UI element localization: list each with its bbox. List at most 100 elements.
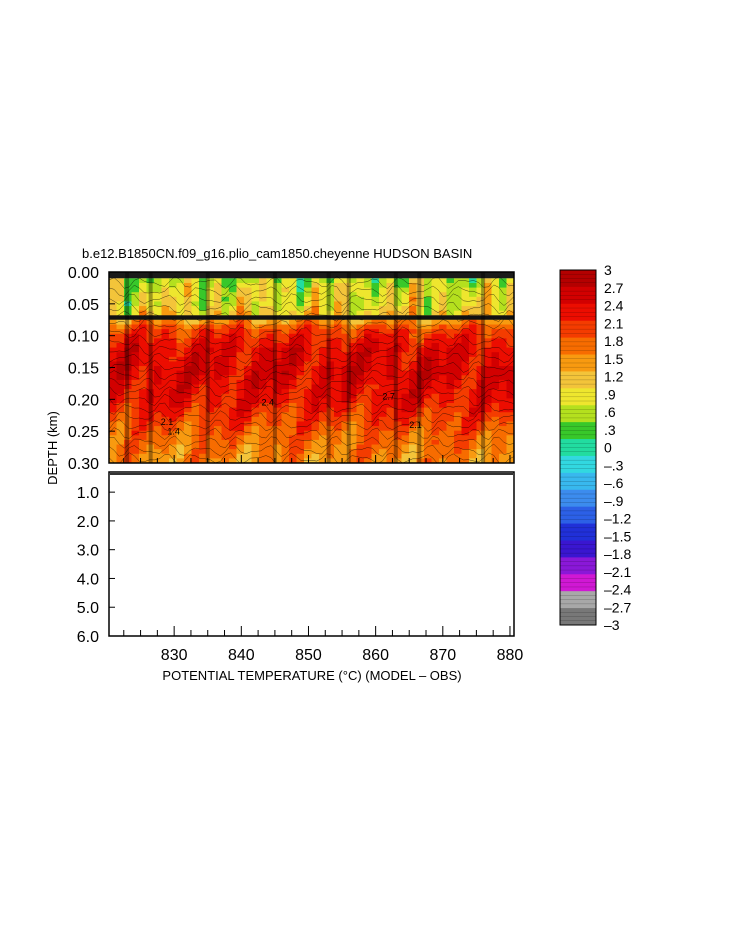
heatmap-cell (139, 292, 148, 298)
heatmap-cell (229, 384, 238, 390)
heatmap-cell (206, 356, 215, 363)
heatmap-cell (341, 329, 350, 335)
heatmap-cell (334, 449, 343, 455)
heatmap-cell (311, 347, 320, 353)
heatmap-cell (289, 310, 298, 316)
heatmap-cell (274, 375, 283, 381)
heatmap-cell (364, 398, 373, 404)
heatmap-cell (184, 426, 193, 432)
heatmap-cell (131, 296, 140, 303)
heatmap-cell (206, 393, 215, 399)
heatmap-cell (244, 384, 253, 390)
heatmap-cell (161, 310, 170, 316)
heatmap-cell (296, 412, 305, 418)
heatmap-cell (176, 361, 185, 367)
heatmap-cell (259, 426, 268, 432)
heatmap-cell (221, 356, 230, 363)
heatmap-cell (394, 402, 403, 409)
heatmap-cell (484, 287, 493, 293)
heatmap-cell (214, 375, 223, 381)
heatmap-cell (431, 329, 440, 335)
heatmap-cell (206, 319, 215, 326)
heatmap-cell (454, 421, 463, 427)
heatmap-cell (199, 292, 208, 298)
heatmap-cell (446, 338, 455, 344)
heatmap-cell (109, 439, 118, 446)
heatmap-cell (439, 319, 448, 326)
heatmap-cell (274, 329, 283, 335)
heatmap-cell (446, 296, 455, 303)
heatmap-cell (131, 412, 140, 418)
heatmap-cell (476, 338, 485, 344)
heatmap-cell (431, 296, 440, 303)
heatmap-cell (409, 292, 418, 298)
heatmap-cell (349, 329, 358, 335)
heatmap-cell (161, 384, 170, 390)
heatmap-cell (139, 379, 148, 386)
heatmap-cell (431, 453, 440, 459)
heatmap-cell (251, 398, 260, 404)
heatmap-cell (251, 439, 260, 446)
heatmap-cell (139, 370, 148, 376)
heatmap-cell (454, 361, 463, 367)
heatmap-cell (379, 375, 388, 381)
heatmap-cell (259, 439, 268, 446)
heatmap-cell (191, 324, 200, 330)
heatmap-cell (484, 329, 493, 335)
heatmap-cell (364, 407, 373, 413)
heatmap-cell (266, 375, 275, 381)
heatmap-cell (266, 301, 275, 307)
heatmap-cell (326, 389, 335, 395)
heatmap-cell (371, 430, 380, 436)
heatmap-cell (281, 398, 290, 404)
heatmap-cell (461, 361, 470, 367)
heatmap-cell (289, 407, 298, 413)
heatmap-cell (401, 352, 410, 358)
heatmap-cell (266, 389, 275, 395)
heatmap-cell (161, 421, 170, 427)
heatmap-cell (139, 319, 148, 326)
heatmap-cell (409, 458, 418, 463)
heatmap-cell (131, 384, 140, 390)
contour-line (109, 418, 514, 432)
heatmap-cell (199, 352, 208, 358)
heatmap-cell (439, 416, 448, 423)
heatmap-cell (484, 398, 493, 404)
heatmap-cell (394, 319, 403, 326)
heatmap-cell (169, 319, 178, 326)
heatmap-cell (484, 444, 493, 450)
heatmap-cell (251, 449, 260, 455)
heatmap-cell (251, 370, 260, 376)
heatmap-cell (446, 292, 455, 298)
heatmap-cell (161, 407, 170, 413)
heatmap-cell (244, 435, 253, 441)
heatmap-cell (199, 439, 208, 446)
heatmap-cell (161, 296, 170, 303)
heatmap-cell (229, 407, 238, 413)
colorbar-label: 2.7 (604, 280, 624, 296)
heatmap-cell (409, 407, 418, 413)
heatmap-cell (214, 407, 223, 413)
heatmap-cell (476, 407, 485, 413)
heatmap-cell (191, 453, 200, 459)
heatmap-cell (131, 356, 140, 363)
contour-dense-column (393, 272, 398, 463)
heatmap-cell (341, 292, 350, 298)
y-tick-label: 0.10 (68, 329, 99, 346)
heatmap-cell (184, 398, 193, 404)
heatmap-cell (191, 301, 200, 307)
heatmap-cell (169, 416, 178, 423)
heatmap-cell (184, 439, 193, 446)
heatmap-cell (364, 444, 373, 450)
heatmap-cell (146, 347, 155, 353)
heatmap-cell (506, 338, 514, 344)
heatmap-cell (416, 333, 425, 339)
heatmap-cell (356, 402, 365, 409)
contour-line (109, 385, 514, 399)
heatmap-cell (236, 444, 245, 450)
heatmap-cell (364, 421, 373, 427)
heatmap-cell (484, 389, 493, 395)
heatmap-cell (259, 352, 268, 358)
heatmap-cell (281, 449, 290, 455)
heatmap-cell (199, 416, 208, 423)
